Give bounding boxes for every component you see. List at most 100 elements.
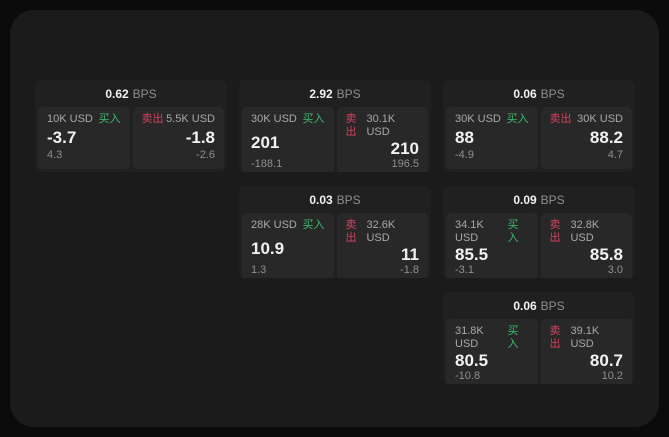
sell-tile-header: 卖出 30.1K USD — [346, 113, 420, 139]
spread-unit: BPS — [336, 86, 361, 101]
buy-price: 201 — [251, 132, 280, 152]
buy-tile-header: 28K USD 买入 — [251, 219, 325, 232]
spread-header: 0.03 BPS — [239, 186, 431, 213]
buy-tile[interactable]: 10K USD 买入 -3.7 4.3 — [38, 107, 130, 169]
sell-size-label: 5.5K USD — [166, 113, 215, 125]
trading-panel: 0.62 BPS 10K USD 买入 -3.7 4.3 卖出 5.5K USD — [10, 10, 659, 427]
sell-tile[interactable]: 卖出 32.6K USD 11 -1.8 — [336, 213, 428, 278]
sell-tile[interactable]: 卖出 32.8K USD 85.8 3.0 — [540, 213, 632, 278]
sell-delta: 3.0 — [607, 264, 623, 276]
buy-tile-header: 34.1K USD 买入 — [455, 219, 529, 245]
buy-side-label: 买入 — [98, 113, 121, 125]
buy-delta: -3.1 — [455, 264, 474, 276]
buy-side-label: 买入 — [302, 219, 325, 231]
buy-tile-header: 30K USD 买入 — [455, 113, 529, 126]
buy-side-label: 买入 — [302, 113, 325, 125]
sell-size-label: 32.8K USD — [570, 219, 600, 244]
quote-body: 31.8K USD 买入 80.5 -10.8 卖出 39.1K USD 80.… — [443, 319, 635, 384]
spread-value: 0.06 — [513, 298, 537, 313]
quote-card: 0.09 BPS 34.1K USD 买入 85.5 -3.1 卖出 32.8K… — [443, 186, 635, 278]
spread-header: 2.92 BPS — [239, 80, 431, 107]
buy-tile[interactable]: 30K USD 买入 88 -4.9 — [446, 107, 538, 169]
spread-value: 0.03 — [309, 192, 333, 207]
sell-price: 88.2 — [589, 128, 623, 147]
quote-body: 30K USD 买入 201 -188.1 卖出 30.1K USD 210 1… — [239, 107, 431, 172]
quote-body: 28K USD 买入 10.9 1.3 卖出 32.6K USD 11 -1.8 — [239, 213, 431, 278]
sell-price: -1.8 — [185, 128, 215, 147]
sell-side-label: 卖出 — [549, 113, 572, 125]
buy-price: 88 — [455, 128, 474, 147]
sell-size-label: 30K USD — [577, 113, 623, 125]
sell-size-label: 30.1K USD — [366, 113, 396, 138]
sell-tile-header: 卖出 39.1K USD — [550, 325, 624, 351]
quote-body: 34.1K USD 买入 85.5 -3.1 卖出 32.8K USD 85.8… — [443, 213, 635, 278]
sell-tile[interactable]: 卖出 30.1K USD 210 196.5 — [336, 107, 428, 172]
sell-delta: -2.6 — [196, 149, 215, 161]
sell-tile[interactable]: 卖出 39.1K USD 80.7 10.2 — [540, 319, 632, 384]
spread-value: 0.62 — [105, 86, 129, 101]
buy-size-label: 30K USD — [455, 113, 501, 125]
spread-unit: BPS — [540, 86, 565, 101]
sell-price: 210 — [390, 139, 419, 158]
sell-tile-header: 卖出 30K USD — [550, 113, 624, 126]
buy-price: 10.9 — [251, 238, 285, 258]
sell-tile[interactable]: 卖出 5.5K USD -1.8 -2.6 — [132, 107, 224, 169]
spread-value: 2.92 — [309, 86, 333, 101]
sell-side-label: 卖出 — [345, 113, 357, 138]
buy-tile[interactable]: 28K USD 买入 10.9 1.3 — [242, 213, 334, 278]
spread-unit: BPS — [540, 192, 565, 207]
quote-body: 30K USD 买入 88 -4.9 卖出 30K USD 88.2 4.7 — [443, 107, 635, 172]
buy-tile[interactable]: 31.8K USD 买入 80.5 -10.8 — [446, 319, 538, 384]
quote-body: 10K USD 买入 -3.7 4.3 卖出 5.5K USD -1.8 -2.… — [35, 107, 227, 172]
sell-side-label: 卖出 — [141, 113, 164, 125]
sell-size-label: 32.6K USD — [366, 219, 396, 244]
quote-card: 2.92 BPS 30K USD 买入 201 -188.1 卖出 30.1K … — [239, 80, 431, 172]
spread-unit: BPS — [336, 192, 361, 207]
sell-side-label: 卖出 — [345, 219, 357, 244]
sell-tile-header: 卖出 5.5K USD — [142, 113, 216, 126]
sell-tile[interactable]: 卖出 30K USD 88.2 4.7 — [540, 107, 632, 169]
buy-delta: -188.1 — [251, 158, 283, 170]
sell-tile-header: 卖出 32.8K USD — [550, 219, 624, 245]
buy-price: -3.7 — [47, 128, 77, 147]
buy-price: 80.5 — [455, 351, 489, 370]
quote-card: 0.06 BPS 31.8K USD 买入 80.5 -10.8 卖出 39.1… — [443, 292, 635, 384]
sell-tile-header: 卖出 32.6K USD — [346, 219, 420, 245]
buy-size-label: 31.8K USD — [455, 325, 484, 350]
spread-value: 0.09 — [513, 192, 537, 207]
quote-card: 0.06 BPS 30K USD 买入 88 -4.9 卖出 30K USD — [443, 80, 635, 172]
buy-size-label: 34.1K USD — [455, 219, 484, 244]
buy-tile[interactable]: 30K USD 买入 201 -188.1 — [242, 107, 334, 172]
buy-tile-header: 31.8K USD 买入 — [455, 325, 529, 351]
buy-side-label: 买入 — [507, 219, 519, 244]
buy-tile[interactable]: 34.1K USD 买入 85.5 -3.1 — [446, 213, 538, 278]
spread-header: 0.06 BPS — [443, 80, 635, 107]
spread-unit: BPS — [540, 298, 565, 313]
sell-side-label: 卖出 — [549, 325, 561, 350]
buy-delta: 1.3 — [251, 264, 267, 276]
buy-side-label: 买入 — [507, 325, 519, 350]
sell-side-label: 卖出 — [549, 219, 561, 244]
buy-size-label: 30K USD — [251, 113, 297, 125]
quote-card: 0.62 BPS 10K USD 买入 -3.7 4.3 卖出 5.5K USD — [35, 80, 227, 172]
buy-size-label: 10K USD — [47, 113, 93, 125]
buy-size-label: 28K USD — [251, 219, 297, 231]
buy-tile-header: 10K USD 买入 — [47, 113, 121, 126]
quote-card-grid: 0.62 BPS 10K USD 买入 -3.7 4.3 卖出 5.5K USD — [35, 80, 635, 384]
sell-delta: 10.2 — [601, 370, 623, 382]
buy-delta: -4.9 — [455, 149, 474, 161]
sell-price: 85.8 — [589, 245, 623, 264]
sell-delta: 4.7 — [607, 149, 623, 161]
sell-delta: -1.8 — [400, 264, 419, 276]
quote-card: 0.03 BPS 28K USD 买入 10.9 1.3 卖出 32.6K US… — [239, 186, 431, 278]
sell-delta: 196.5 — [391, 158, 419, 170]
spread-unit: BPS — [132, 86, 157, 101]
buy-delta: -10.8 — [455, 370, 481, 382]
buy-price: 85.5 — [455, 245, 489, 264]
buy-delta: 4.3 — [47, 149, 63, 161]
spread-header: 0.62 BPS — [35, 80, 227, 107]
sell-price: 11 — [401, 245, 419, 264]
sell-price: 80.7 — [589, 351, 623, 370]
buy-side-label: 买入 — [506, 113, 529, 125]
